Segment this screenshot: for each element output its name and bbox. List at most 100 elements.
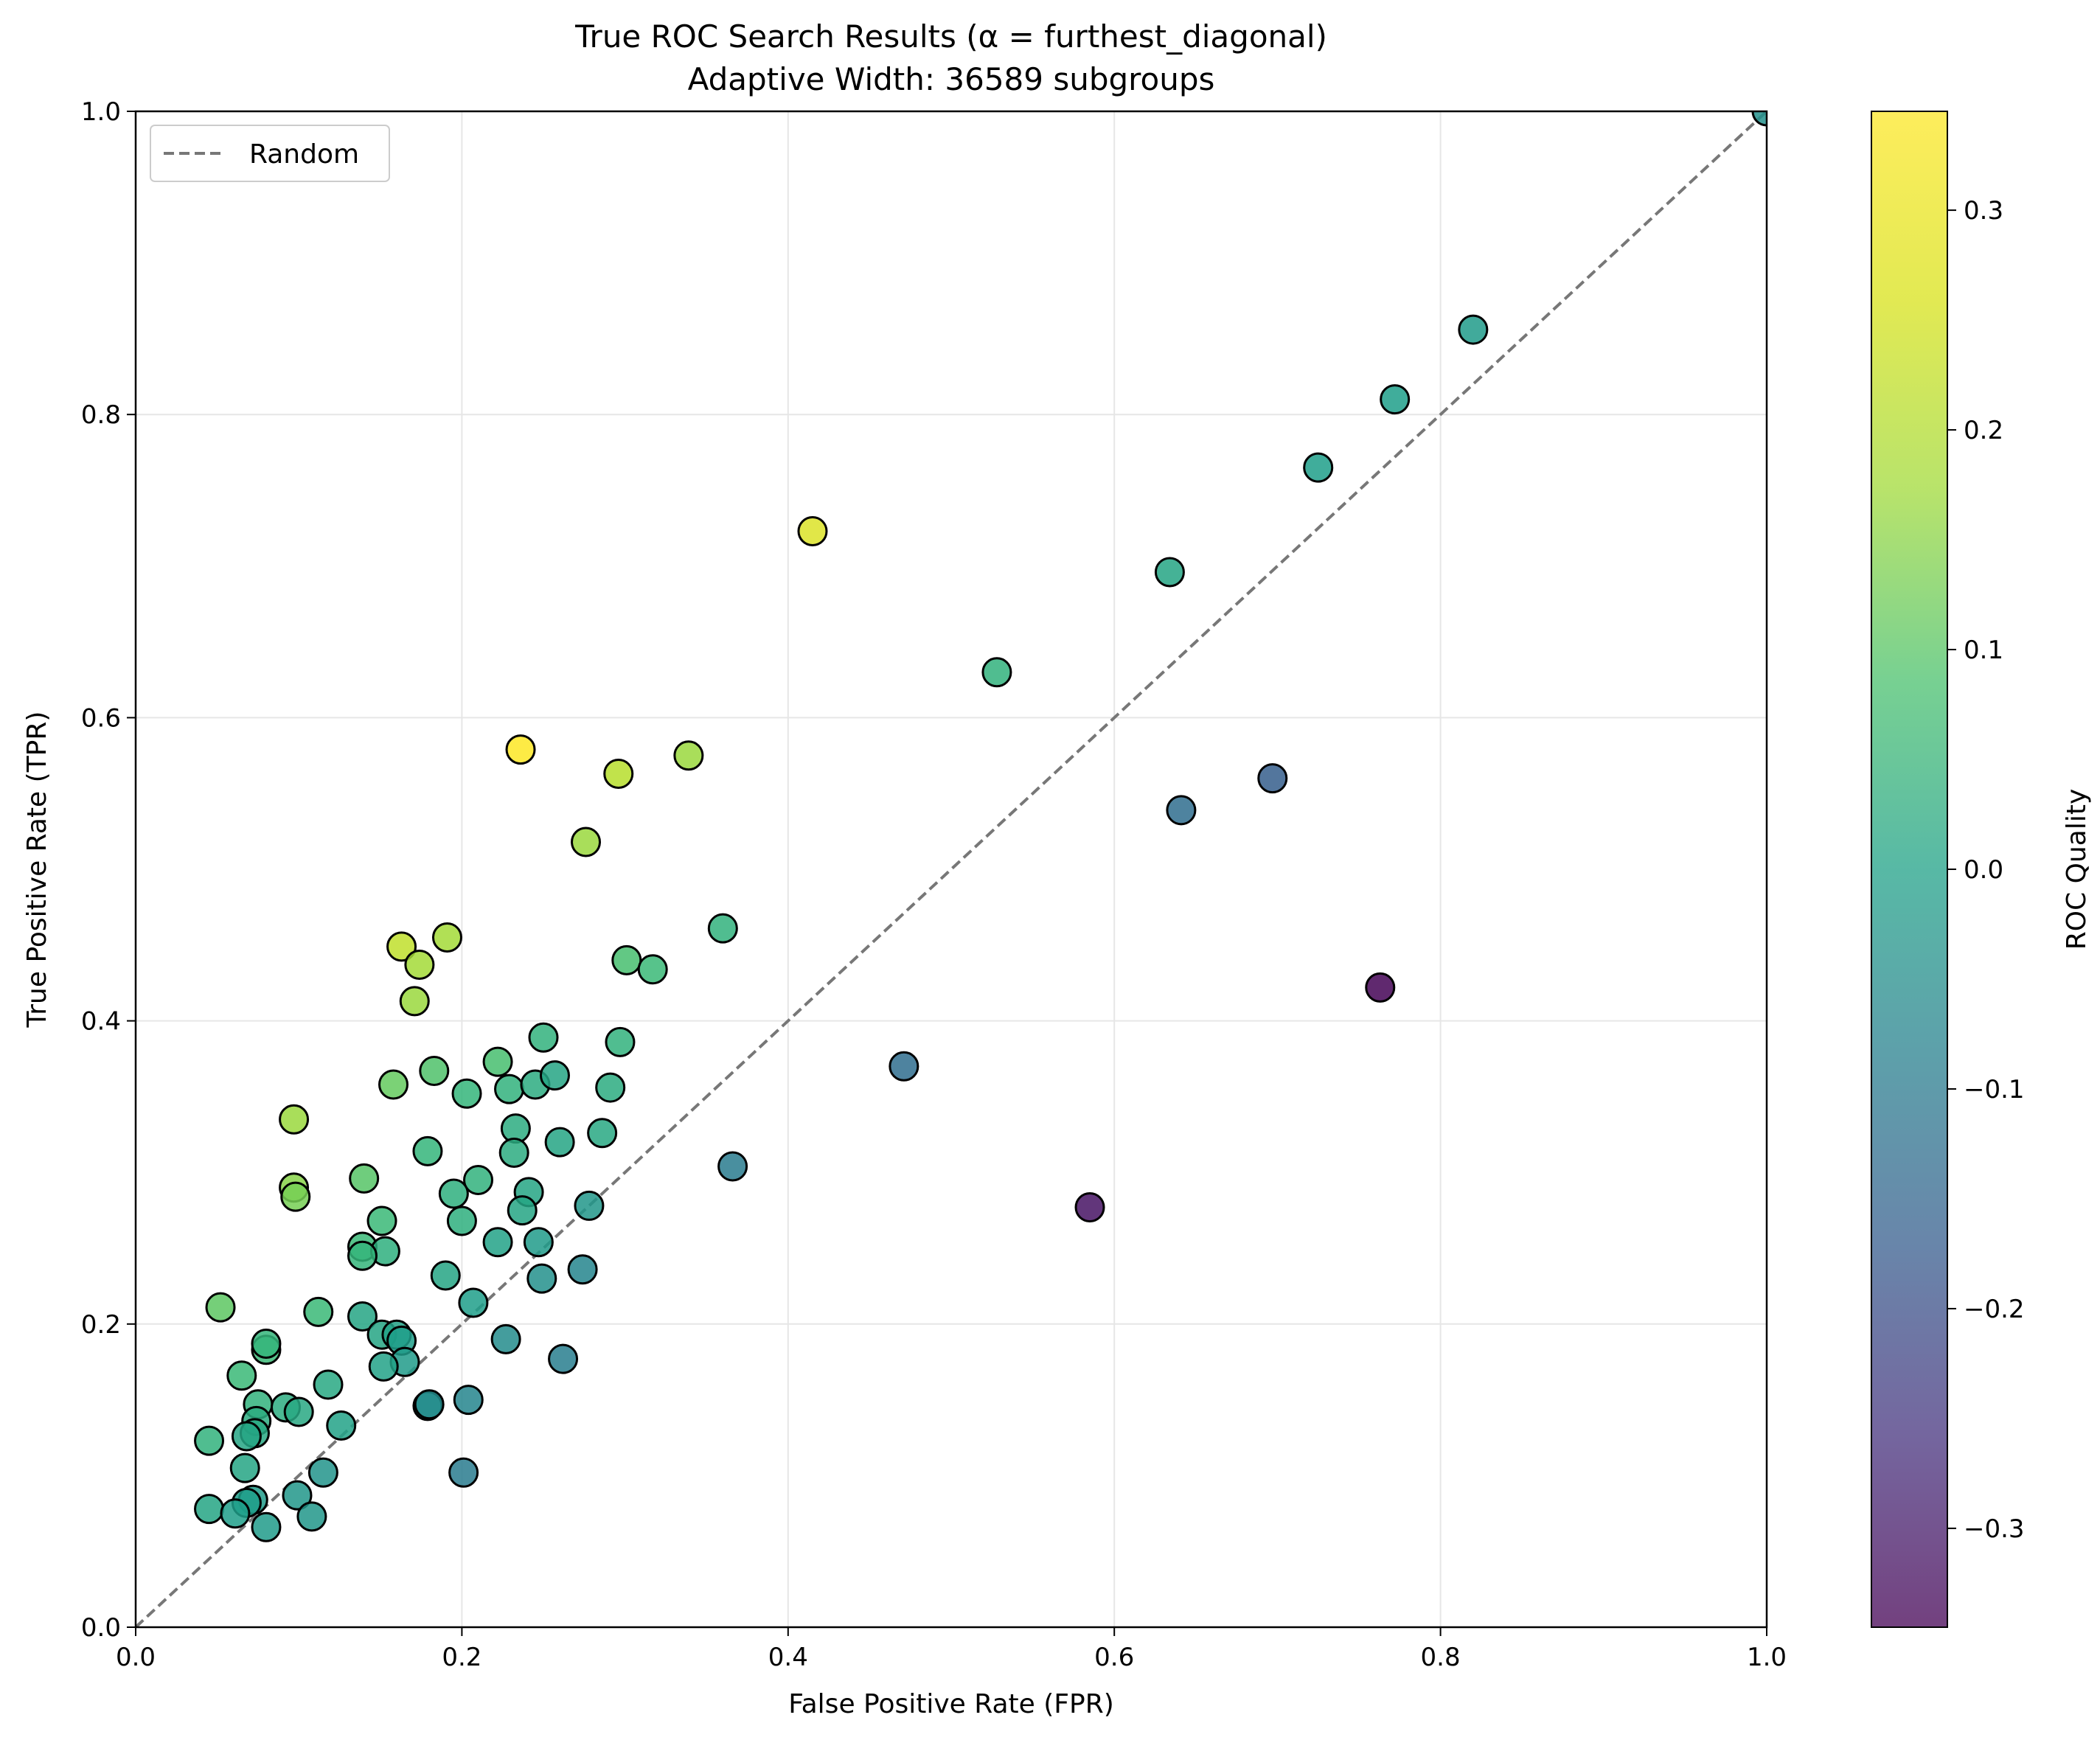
scatter-point [611, 944, 642, 975]
colorbar-tick-label: 0.1 [1964, 636, 2003, 665]
scatter-point [399, 986, 430, 1017]
scatter-point [414, 1389, 445, 1420]
scatter-point [313, 1369, 344, 1400]
colorbar-tick-label: −0.3 [1964, 1514, 2025, 1544]
scatter-point [505, 734, 536, 765]
colorbar-tick-label: 0.0 [1964, 855, 2003, 885]
scatter-point [1257, 763, 1288, 794]
y-tick-label: 0.8 [81, 400, 121, 430]
scatter-point [574, 1190, 605, 1221]
scatter-point [526, 1263, 557, 1294]
x-tick-label: 0.4 [768, 1643, 808, 1672]
scatter-point [1154, 557, 1185, 588]
scatter-point [1751, 111, 1767, 127]
legend: Random [150, 125, 390, 182]
scatter-point [453, 1385, 484, 1416]
scatter-point [251, 1329, 282, 1360]
scatter-point [229, 1452, 260, 1483]
x-tick-label: 0.8 [1421, 1643, 1461, 1672]
y-axis-ticks: 0.0 0.2 0.4 0.6 0.8 1.0 [81, 97, 136, 1643]
scatter-point [279, 1104, 310, 1135]
scatter-point [605, 1026, 636, 1057]
scatter-point [1166, 795, 1197, 826]
scatter-point [482, 1046, 513, 1077]
scatter-point [446, 1205, 477, 1236]
legend-box [150, 125, 390, 182]
scatter-point [458, 1287, 489, 1318]
scatter-point [548, 1343, 579, 1374]
scatter-point [797, 516, 828, 547]
scatter-point [226, 1360, 257, 1391]
legend-random-label: Random [249, 139, 359, 170]
colorbar [1871, 111, 1948, 1628]
scatter-point [717, 1151, 748, 1182]
scatter-point [482, 1227, 513, 1258]
scatter-point [220, 1498, 251, 1529]
scatter-point [595, 1072, 626, 1103]
scatter-point [498, 1137, 529, 1168]
scatter-point [303, 1296, 334, 1327]
scatter-point [571, 826, 602, 857]
y-tick-label: 0.0 [81, 1613, 121, 1643]
scatter-point [251, 1511, 282, 1542]
scatter-point [1458, 314, 1489, 345]
scatter-point [307, 1457, 338, 1488]
scatter-point [1074, 1191, 1105, 1222]
scatter-point [1365, 972, 1396, 1003]
scatter-point [451, 1078, 482, 1109]
scatter-point [889, 1051, 919, 1082]
scatter-point [404, 950, 435, 981]
scatter-point [283, 1396, 314, 1427]
colorbar-label: ROC Quality [2062, 789, 2092, 950]
scatter-point [539, 1060, 570, 1091]
y-tick-label: 0.4 [81, 1007, 121, 1037]
scatter-point [296, 1501, 327, 1532]
scatter-point [637, 954, 668, 985]
scatter-point [347, 1301, 378, 1332]
scatter-point [528, 1022, 559, 1053]
scatter-point [544, 1127, 575, 1158]
scatter-point [567, 1254, 598, 1285]
scatter-point [1303, 452, 1334, 483]
chart-title: True ROC Search Results (α = furthest_di… [574, 18, 1327, 55]
x-tick-label: 0.2 [442, 1643, 481, 1672]
scatter-point [205, 1292, 236, 1323]
scatter-point [981, 657, 1012, 688]
scatter-point [431, 922, 462, 953]
scatter-point [463, 1164, 494, 1195]
colorbar-tick-label: 0.3 [1964, 196, 2003, 226]
x-tick-label: 1.0 [1747, 1643, 1787, 1672]
scatter-point [507, 1195, 538, 1226]
y-tick-label: 1.0 [81, 97, 121, 127]
y-axis-label: True Positive Rate (TPR) [22, 711, 52, 1029]
plot-frame [134, 110, 1768, 1629]
y-tick-label: 0.2 [81, 1310, 121, 1340]
scatter-point [419, 1055, 450, 1086]
scatter-point [673, 740, 704, 771]
colorbar-tick-label: −0.1 [1964, 1075, 2025, 1104]
scatter-point [194, 1425, 225, 1456]
data-points [194, 111, 1767, 1542]
scatter-point [1380, 384, 1411, 415]
scatter-point [194, 1494, 225, 1525]
scatter-point [707, 913, 738, 944]
scatter-point [326, 1410, 357, 1441]
scatter-point [280, 1181, 311, 1212]
scatter-point [438, 1178, 469, 1209]
scatter-point [231, 1421, 262, 1452]
chart-subtitle: Adaptive Width: 36589 subgroups [688, 61, 1215, 97]
reference-line-layer [136, 111, 1767, 1627]
scatter-point [430, 1260, 461, 1291]
x-tick-label: 0.6 [1094, 1643, 1134, 1672]
scatter-point [412, 1135, 443, 1166]
scatter-point [368, 1351, 399, 1382]
scatter-point [523, 1227, 554, 1258]
x-axis-ticks: 0.0 0.2 0.4 0.6 0.8 1.0 [116, 1627, 1787, 1672]
scatter-point [448, 1457, 479, 1488]
x-axis-label: False Positive Rate (FPR) [788, 1689, 1114, 1719]
scatter-point [378, 1069, 408, 1100]
random-reference-line [136, 111, 1767, 1627]
scatter-point [349, 1163, 380, 1194]
y-tick-label: 0.6 [81, 703, 121, 733]
